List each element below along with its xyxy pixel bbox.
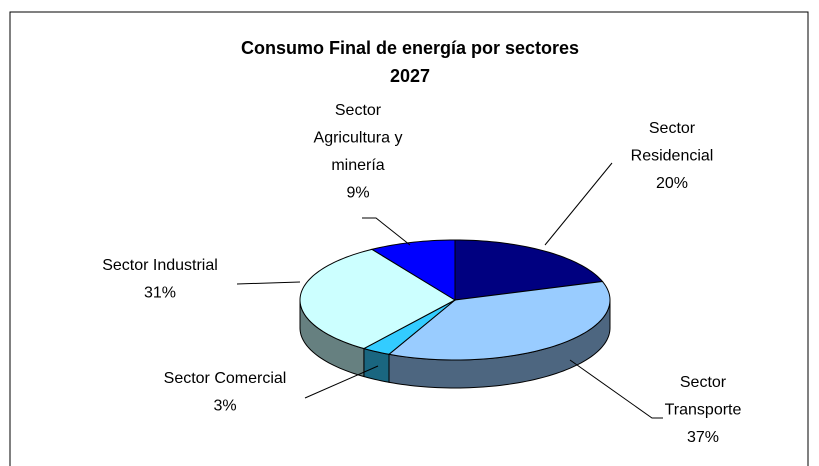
leader-line <box>569 359 663 419</box>
label-line: Agricultura y <box>314 130 403 147</box>
pie-slice <box>454 239 604 301</box>
data-label-value: 20% <box>656 175 688 192</box>
data-label-category: Sector Residencial <box>631 120 714 165</box>
data-label-category: Sector Industrial <box>102 257 218 274</box>
label-line: Residencial <box>631 148 714 165</box>
data-label-value: 31% <box>144 285 176 302</box>
data-label-value: 37% <box>687 429 719 446</box>
leader-line <box>236 281 301 285</box>
pie-slice <box>362 299 456 355</box>
label-line: Sector Industrial <box>102 257 218 274</box>
label-line: Sector <box>335 102 382 119</box>
pie-slice <box>299 248 457 350</box>
data-label-value: 9% <box>346 185 369 202</box>
data-label-category: Sector Comercial <box>164 370 287 387</box>
pie-slice <box>370 239 456 301</box>
data-label-value: 3% <box>213 398 236 415</box>
data-label-category: Sector Transporte <box>665 374 742 419</box>
chart-frame <box>9 11 809 466</box>
label-line: Sector Comercial <box>164 370 287 387</box>
leader-line <box>544 162 613 246</box>
leader-line <box>362 217 411 246</box>
chart-title: Consumo Final de energía por sectores <box>241 38 579 58</box>
label-line: Sector <box>649 120 696 137</box>
label-line: Sector <box>680 374 727 391</box>
data-label-category: Sector Agricultura y minería <box>314 102 403 174</box>
leader-line <box>304 365 379 399</box>
label-line: Transporte <box>665 402 742 419</box>
pie-slice <box>387 280 611 361</box>
chart-subtitle: 2027 <box>390 66 430 86</box>
label-line: minería <box>331 157 384 174</box>
